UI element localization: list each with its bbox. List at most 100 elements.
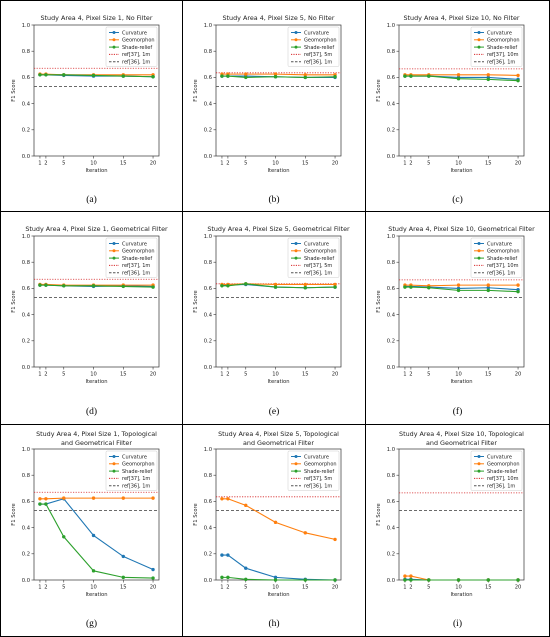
chart-title-line: Study Area 4, Pixel Size 1, Topological [36, 430, 157, 438]
chart-title-line: Study Area 4, Pixel Size 5, No Filter [223, 14, 335, 22]
legend-marker [112, 462, 116, 466]
x-tick-label: 1 [403, 585, 406, 591]
legend-entry: Shade-relief [109, 469, 152, 475]
y-tick-label: 0.4 [22, 525, 31, 531]
x-tick-label: 5 [427, 372, 430, 378]
legend-label: ref[36], 1m [122, 484, 150, 490]
data-point [91, 533, 96, 538]
legend-marker [294, 242, 298, 245]
data-point [220, 497, 224, 501]
legend-entry: Shade-relief [474, 45, 517, 51]
plot-frame [33, 24, 160, 157]
data-point [244, 566, 248, 570]
data-point [44, 73, 48, 77]
y-tick-label: 0.2 [204, 552, 212, 558]
x-tick-label: 20 [332, 585, 339, 591]
y-tick-label: 0.8 [204, 260, 212, 266]
legend-label: ref[37], 10m [487, 52, 519, 58]
legend-label: ref[37], 5m [304, 263, 332, 269]
x-tick-label: 10 [90, 585, 97, 591]
y-tick-label: 0.0 [22, 154, 30, 160]
x-tick-label: 20 [515, 585, 522, 591]
chart-title-line: Study Area 4, Pixel Size 10, Topological [399, 430, 524, 438]
legend-entry: Geomorphon [109, 462, 155, 468]
legend: Curvature GeomorphonShade-reliefref[37], … [470, 26, 523, 67]
y-tick-label: 0.6 [204, 499, 212, 505]
x-axis-label: Iteration [85, 168, 107, 174]
legend-entry: Shade-relief [291, 256, 334, 262]
data-point [220, 74, 224, 78]
legend-entry: Curvature [109, 30, 147, 36]
x-tick-label: 2 [44, 585, 47, 591]
legend-entry: ref[36], 1m [291, 60, 332, 66]
x-axis-label: Iteration [450, 592, 472, 598]
legend-label: ref[36], 1m [122, 60, 150, 66]
x-tick-label: 20 [515, 372, 522, 378]
legend-label: Curvature [304, 454, 329, 460]
data-point [456, 578, 461, 582]
line-chart: Study Area 4, Pixel Size 1, No Filter 0.0… [11, 14, 160, 174]
legend-entry: ref[37], 5m [291, 52, 332, 58]
y-tick-label: 1.0 [22, 23, 30, 29]
data-point [303, 73, 307, 77]
y-tick-label: 1.0 [204, 234, 212, 240]
legend-label: ref[37], 10m [487, 263, 519, 269]
legend-marker [112, 31, 116, 34]
y-tick-label: 0.2 [22, 552, 30, 558]
legend-marker [294, 462, 298, 466]
legend-entry: ref[37], 1m [109, 263, 150, 269]
legend-label: Geomorphon [304, 249, 337, 255]
x-tick-label: 2 [409, 161, 412, 167]
data-point [303, 578, 307, 582]
legend-entry: Shade-relief [474, 469, 517, 475]
data-point [516, 578, 520, 582]
y-axis-label: F1 Score [11, 79, 17, 101]
x-tick-label: 5 [427, 161, 430, 167]
series-line [221, 498, 336, 540]
legend-label: Geomorphon [487, 249, 520, 255]
x-tick-label: 5 [62, 585, 65, 591]
chart-title: Study Area 4, Pixel Size 1, Topologicala… [36, 430, 157, 447]
legend-label: Geomorphon [122, 462, 155, 468]
y-tick-label: 0.6 [204, 75, 212, 81]
chart-title: Study Area 4, Pixel Size 1, No Filter [41, 14, 153, 22]
x-tick-label: 2 [409, 372, 412, 378]
x-tick-label: 2 [44, 372, 47, 378]
legend: Curvature GeomorphonShade-reliefref[37], … [105, 237, 158, 278]
data-point [244, 577, 248, 582]
legend-entry: Shade-relief [109, 256, 152, 262]
line-chart: Study Area 4, Pixel Size 5, No Filter 0.0… [193, 14, 342, 174]
legend-label: Shade-relief [304, 256, 334, 262]
x-axis-label: Iteration [267, 168, 289, 174]
legend-label: Geomorphon [122, 249, 155, 255]
legend-label: Shade-relief [304, 469, 334, 475]
legend-entry: Curvature [474, 30, 512, 36]
y-tick-label: 0.0 [387, 365, 395, 371]
legend-label: ref[37], 1m [122, 476, 150, 482]
data-point [244, 503, 248, 508]
data-point [44, 502, 48, 506]
legend-marker [112, 256, 116, 260]
data-point [486, 283, 490, 287]
legend-marker [477, 455, 481, 458]
y-axis-label: F1 Score [376, 79, 382, 101]
x-tick-label: 20 [150, 372, 157, 378]
legend-label: Geomorphon [304, 38, 337, 44]
legend-entry: Curvature [291, 454, 329, 460]
data-point [62, 284, 66, 288]
data-point [226, 497, 230, 501]
legend-label: ref[36], 1m [304, 484, 332, 490]
y-tick-label: 0.8 [22, 49, 30, 55]
x-tick-label: 20 [332, 161, 339, 167]
legend-label: Curvature [487, 454, 512, 460]
x-tick-label: 1 [220, 585, 223, 591]
y-axis-label: F1 Score [193, 290, 199, 312]
chart-panel: Study Area 4, Pixel Size 5, Topological a… [183, 425, 366, 637]
x-tick-label: 15 [485, 585, 492, 591]
data-point [516, 289, 520, 294]
x-tick-label: 1 [403, 372, 406, 378]
legend-box [105, 26, 158, 67]
y-tick-label: 0.0 [387, 578, 395, 584]
data-point [151, 285, 155, 289]
y-tick-label: 0.6 [22, 75, 30, 81]
